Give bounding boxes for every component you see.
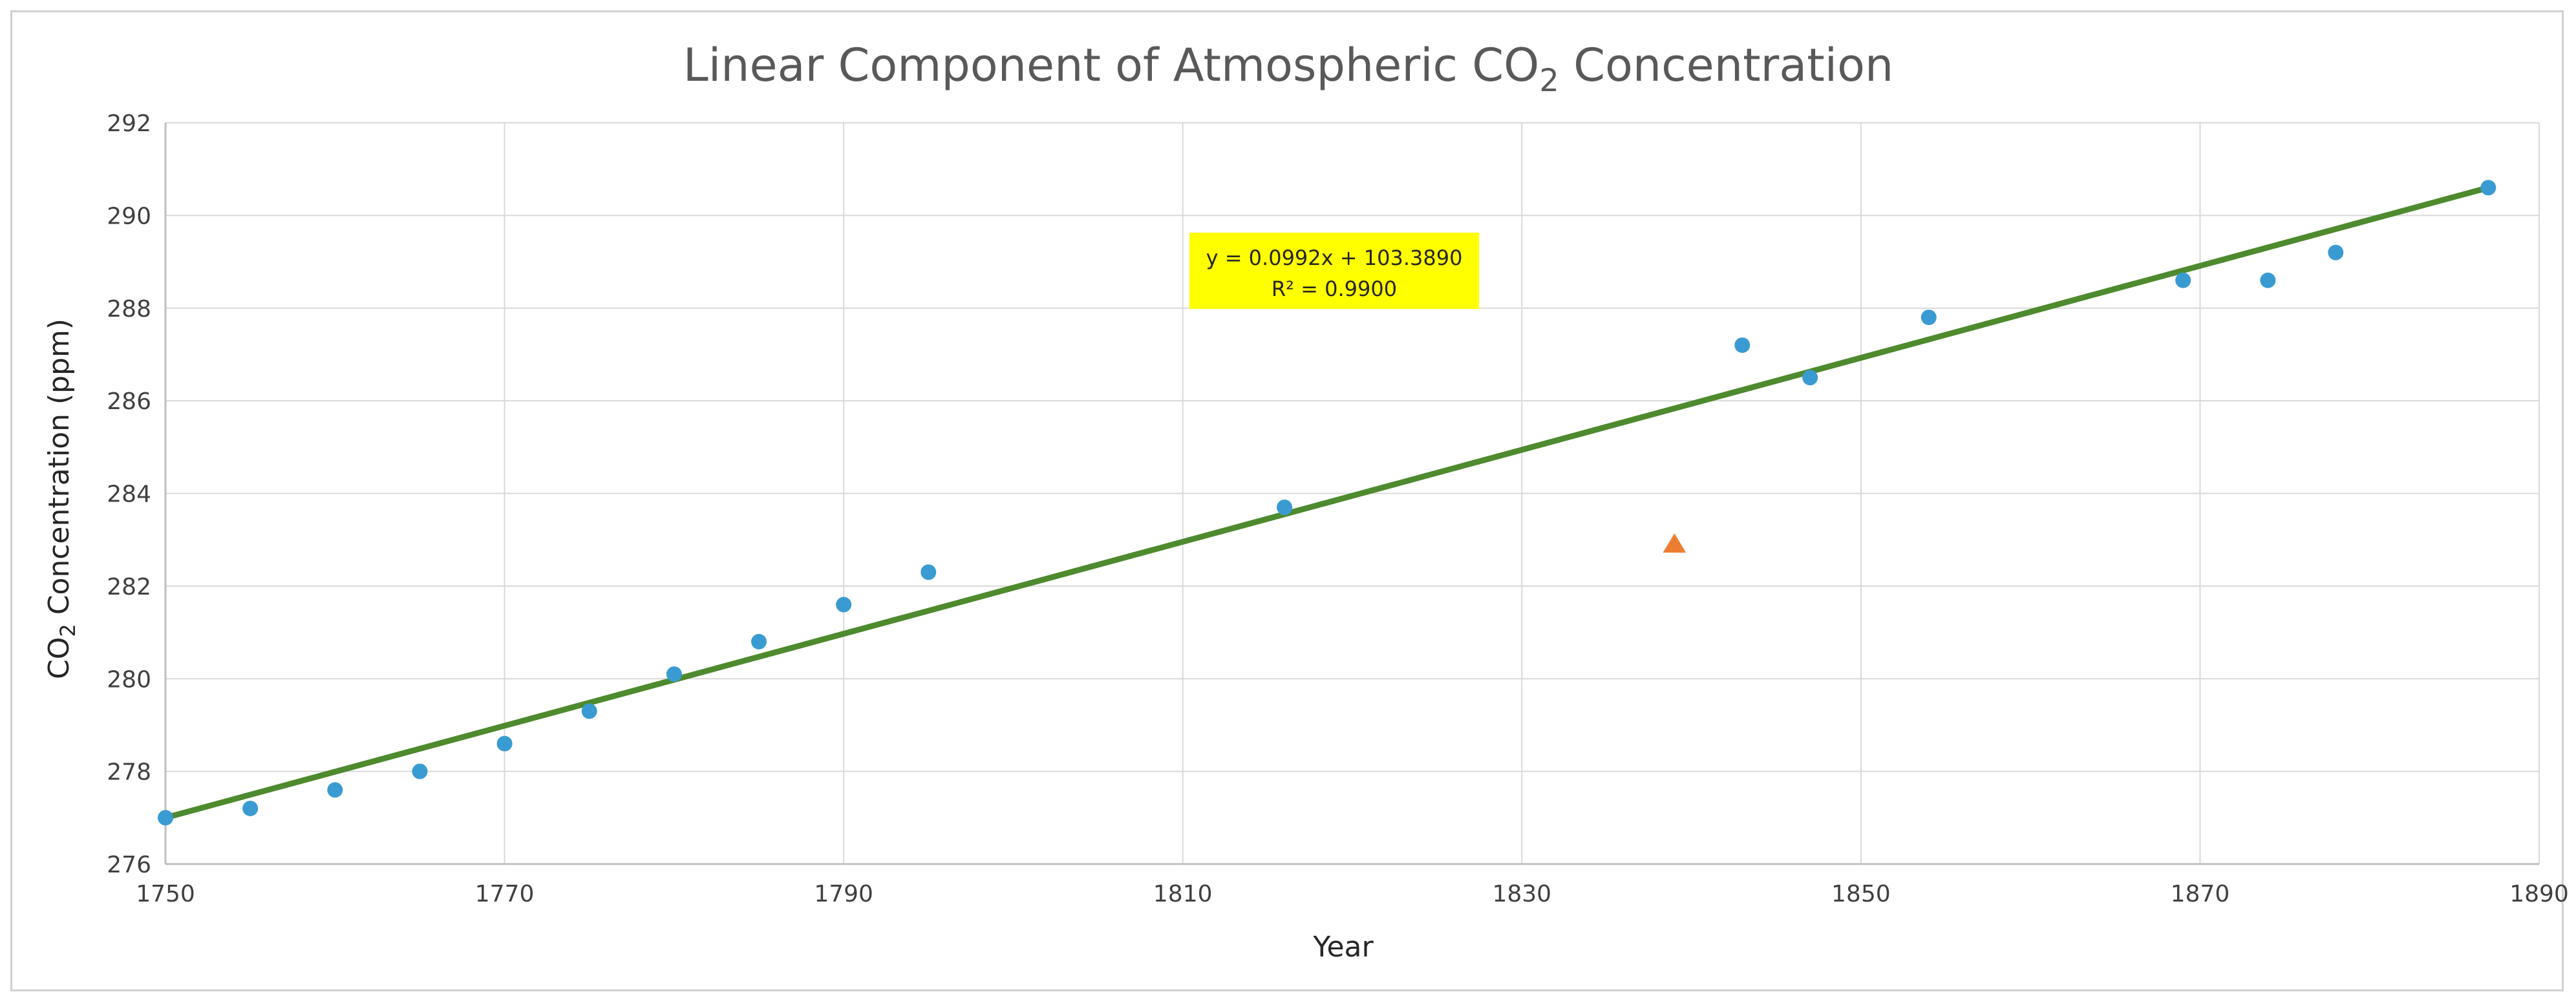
y-tick-label-284: 284 — [107, 481, 151, 508]
axis-layer — [164, 123, 2539, 865]
trendline-equation-background — [1189, 233, 1479, 309]
y-axis-label: CO2 Concentration (ppm) — [43, 319, 80, 679]
x-tick-label-1790: 1790 — [814, 881, 873, 907]
data-point-14 — [2175, 272, 2191, 288]
x-tick-label-1830: 1830 — [1492, 881, 1551, 907]
y-tick-label-286: 286 — [107, 388, 151, 415]
trendline — [162, 184, 2491, 821]
data-point-16 — [2328, 244, 2344, 260]
data-point-9 — [921, 564, 937, 580]
data-point-2 — [327, 782, 343, 798]
tick-label-layer: 1750 1770 1790 1810 1830 1850 1870 1890 276 278 28… — [107, 111, 2569, 907]
chart-title-subscript: 2 — [1539, 63, 1559, 99]
data-point-10 — [1277, 500, 1293, 516]
data-point-13 — [1921, 310, 1937, 326]
trendline-layer — [162, 184, 2491, 821]
data-point-17 — [2480, 180, 2496, 196]
x-tick-label-1750: 1750 — [136, 881, 195, 907]
data-point-3 — [412, 763, 428, 779]
y-axis-label-tail: Concentration (ppm) — [43, 319, 76, 624]
chart-title: Linear Component of Atmospheric CO2 Conc… — [683, 39, 1894, 99]
data-point-5 — [581, 703, 597, 719]
data-point-7 — [751, 633, 767, 649]
trendline-r-squared: R² = 0.9900 — [1272, 277, 1397, 301]
data-point-1 — [242, 800, 259, 816]
svg-text:CO2 Concentration (ppm): CO2 Concentration (ppm) — [43, 319, 80, 679]
chart-title-tail: Concentration — [1559, 39, 1893, 92]
y-tick-label-276: 276 — [107, 852, 151, 878]
trendline-equation-box: y = 0.0992x + 103.3890 R² = 0.9900 — [1189, 233, 1479, 309]
data-point-15 — [2260, 272, 2276, 288]
x-tick-label-1850: 1850 — [1831, 881, 1891, 907]
y-tick-label-278: 278 — [107, 759, 151, 786]
data-point-layer — [158, 180, 2496, 826]
x-tick-label-1770: 1770 — [475, 881, 535, 907]
data-point-6 — [666, 666, 682, 682]
y-tick-label-282: 282 — [107, 574, 151, 600]
trendline-equation: y = 0.0992x + 103.3890 — [1206, 246, 1463, 270]
y-tick-label-292: 292 — [107, 111, 151, 137]
y-tick-label-288: 288 — [107, 296, 151, 322]
y-tick-label-290: 290 — [107, 203, 151, 229]
data-point-4 — [496, 735, 513, 752]
data-point-8 — [836, 597, 852, 613]
y-axis-label-main: CO — [43, 637, 76, 679]
data-point-12 — [1802, 370, 1818, 386]
data-point-11 — [1734, 337, 1751, 354]
svg-text:Linear Component of Atmospheri: Linear Component of Atmospheric CO2 Conc… — [683, 39, 1894, 99]
y-tick-label-280: 280 — [107, 666, 151, 693]
x-tick-label-1810: 1810 — [1153, 881, 1213, 907]
x-tick-label-1870: 1870 — [2171, 881, 2230, 907]
chart-title-main: Linear Component of Atmospheric CO — [683, 39, 1540, 92]
data-point-0 — [158, 810, 173, 826]
x-axis-label: Year — [1312, 931, 1374, 964]
y-axis-label-subscript: 2 — [56, 624, 80, 637]
x-tick-label-1890: 1890 — [2509, 881, 2569, 907]
outlier-point-0 — [1663, 533, 1687, 553]
